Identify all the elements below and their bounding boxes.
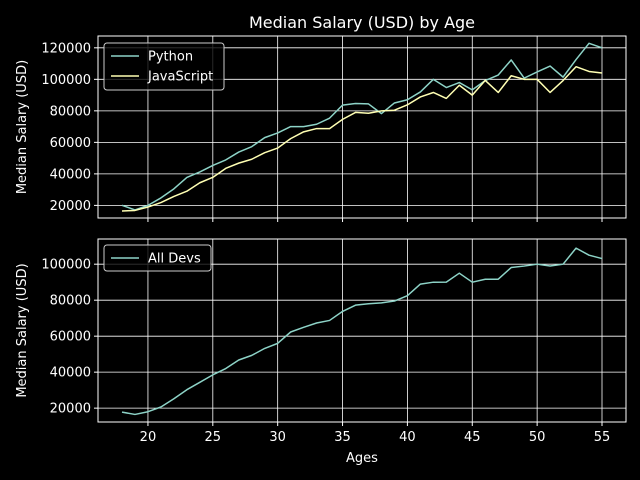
x-tick-label: 35 — [334, 430, 351, 445]
x-tick-label: 20 — [140, 430, 157, 445]
bottom-subplot: 20000 40000 60000 80000 100000 20 25 30 35 40 45 50… — [15, 238, 627, 466]
x-tick-label: 45 — [464, 430, 481, 445]
y-tick-label: 120000 — [41, 41, 91, 56]
y-tick-label: 80000 — [50, 104, 91, 119]
legend: All Devs — [103, 244, 212, 272]
legend-box — [103, 244, 212, 272]
axes-frame — [97, 35, 627, 219]
x-tick-label: 55 — [594, 430, 611, 445]
y-tick-label: 100000 — [41, 73, 91, 88]
y-tick-label: 80000 — [50, 294, 91, 309]
y-tick-label: 20000 — [50, 199, 91, 214]
series-line-python — [121, 42, 603, 211]
y-axis-label: Median Salary (USD) — [15, 263, 30, 397]
legend: Python JavaScript — [103, 42, 225, 91]
legend-entry: JavaScript — [147, 70, 213, 85]
x-tick-label: 25 — [205, 430, 222, 445]
y-tick-label: 60000 — [50, 136, 91, 151]
legend-entry: Python — [148, 50, 193, 65]
x-axis-label: Ages — [346, 451, 378, 466]
x-tick-label: 40 — [399, 430, 416, 445]
y-tick-label: 40000 — [50, 167, 91, 182]
legend-box — [103, 42, 225, 91]
top-subplot: 20000 40000 60000 80000 100000 120000 Median S… — [15, 13, 627, 222]
legend-entry: All Devs — [148, 252, 201, 267]
x-tick-label: 30 — [269, 430, 286, 445]
y-tick-label: 20000 — [50, 402, 91, 417]
y-tick-label: 60000 — [50, 330, 91, 345]
axes-frame — [97, 238, 627, 423]
chart-title: Median Salary (USD) by Age — [249, 13, 475, 32]
y-tick-label: 100000 — [41, 258, 91, 273]
series-line-javascript — [121, 65, 603, 212]
y-axis-label: Median Salary (USD) — [15, 60, 30, 194]
x-tick-label: 50 — [529, 430, 546, 445]
series-line-all-devs — [121, 247, 603, 416]
y-tick-label: 40000 — [50, 366, 91, 381]
